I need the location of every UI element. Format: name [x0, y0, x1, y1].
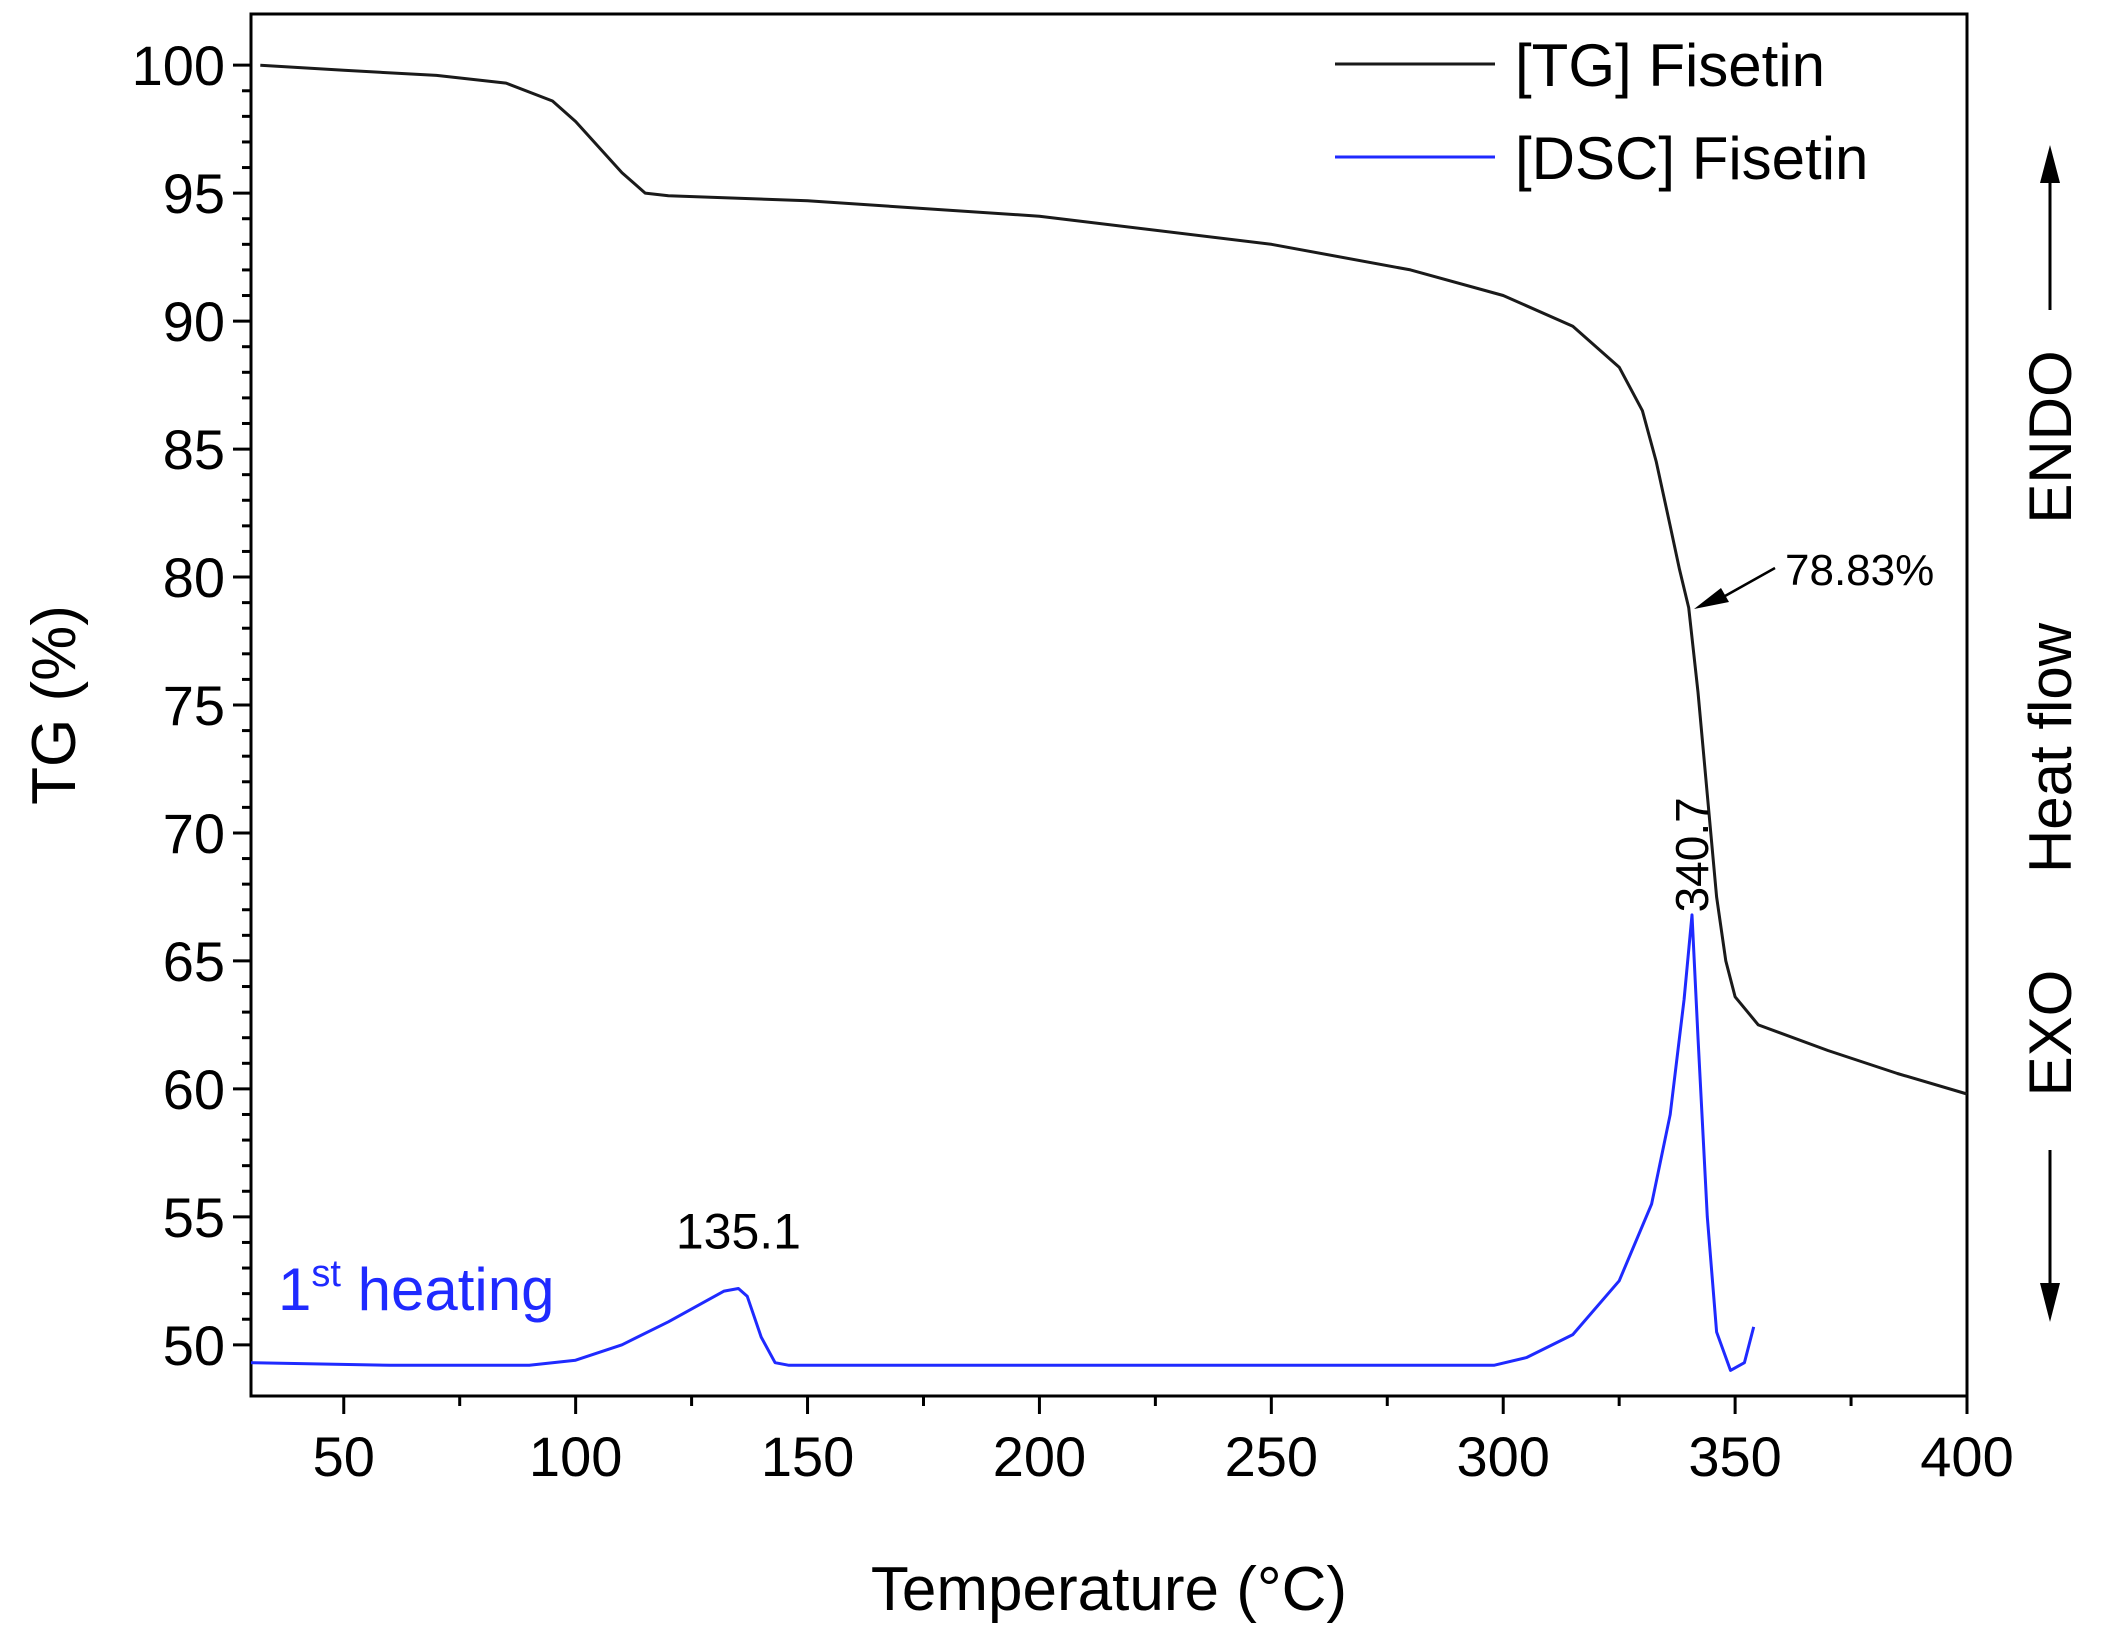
heat-flow-label-exo: EXO — [2017, 970, 2084, 1097]
y-tick-label: 100 — [132, 34, 225, 97]
y-tick-label: 55 — [163, 1186, 225, 1249]
tg-series-line — [260, 63, 1968, 1096]
heating-label-text: heating — [341, 1256, 555, 1323]
heat-flow-label-endo: ENDO — [2017, 350, 2084, 523]
y-tick-label: 85 — [163, 418, 225, 481]
heat-flow-label-heat-flow: Heat flow — [2017, 622, 2084, 873]
exo-arrow-head — [2040, 1283, 2060, 1322]
x-tick-label: 150 — [761, 1425, 854, 1488]
y-tick-label: 65 — [163, 930, 225, 993]
x-tick-label: 300 — [1456, 1425, 1549, 1488]
x-tick-label: 100 — [529, 1425, 622, 1488]
annotation-tg-arrow-line — [1724, 566, 1776, 598]
series-layer — [250, 63, 1968, 1372]
y-tick-label: 70 — [163, 802, 225, 865]
heating-label: 1st heating — [278, 1253, 554, 1323]
x-tick-label: 400 — [1920, 1425, 2013, 1488]
legend-dsc-label: [DSC] Fisetin — [1515, 125, 1868, 192]
y-axis-ticks: 50 55 60 65 70 75 80 85 90 95 100 — [132, 34, 251, 1377]
annotation-78-83: 78.83% — [1694, 546, 1934, 609]
y-tick-label: 80 — [163, 546, 225, 609]
annotation-tg-arrow-head — [1694, 588, 1729, 609]
plot-frame — [249, 12, 1969, 1398]
legend-tg-label: [TG] Fisetin — [1515, 32, 1825, 99]
y-tick-label: 90 — [163, 290, 225, 353]
x-tick-label: 50 — [313, 1425, 375, 1488]
x-axis-label: Temperature (°C) — [871, 1555, 1347, 1624]
y-tick-label: 75 — [163, 674, 225, 737]
y-tick-label: 60 — [163, 1058, 225, 1121]
dsc-series-line — [250, 913, 1756, 1372]
heating-label-number: 1 — [278, 1256, 311, 1323]
annotation-peak-340: 340.7 — [1666, 797, 1718, 912]
y-tick-label: 50 — [163, 1314, 225, 1377]
x-axis-ticks: 50 100 150 200 250 300 350 400 — [313, 1396, 2014, 1488]
y-axis-label: TG (%) — [20, 605, 89, 805]
y-tick-label: 95 — [163, 162, 225, 225]
heating-label-sup: st — [311, 1253, 341, 1295]
heat-flow-axis: ENDO Heat flow EXO — [2017, 145, 2084, 1322]
endo-arrow-head — [2040, 145, 2060, 183]
legend: [TG] Fisetin [DSC] Fisetin — [1335, 32, 1868, 192]
x-tick-label: 200 — [993, 1425, 1086, 1488]
annotation-peak-135: 135.1 — [676, 1204, 801, 1260]
x-tick-label: 250 — [1225, 1425, 1318, 1488]
annotation-tg-label: 78.83% — [1785, 546, 1934, 595]
x-tick-label: 350 — [1688, 1425, 1781, 1488]
